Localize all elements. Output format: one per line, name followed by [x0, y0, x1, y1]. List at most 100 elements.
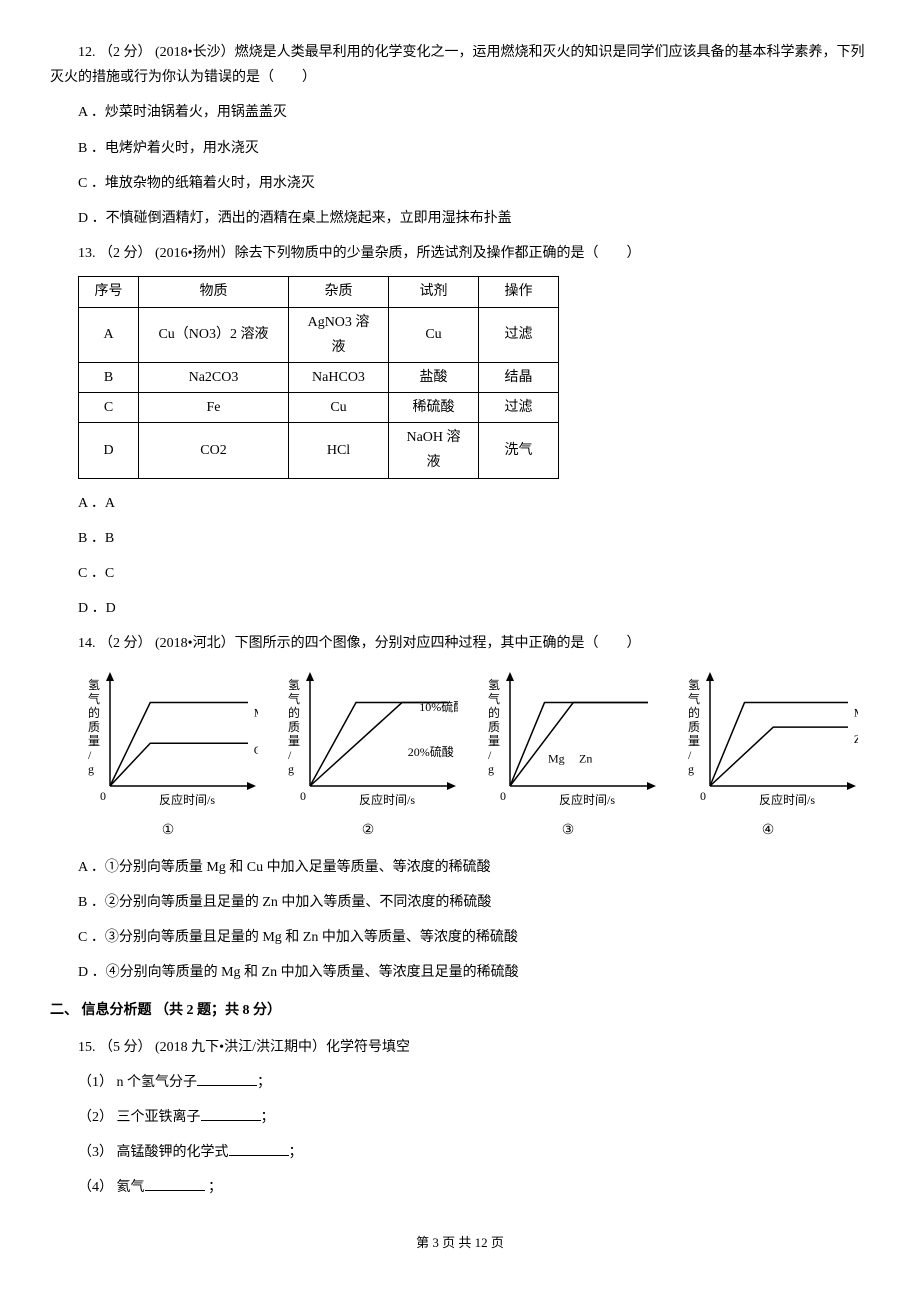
- svg-text:10%硫酸: 10%硫酸: [419, 699, 458, 714]
- q14-option-a: A ．①分别向等质量 Mg 和 Cu 中加入足量等质量、等浓度的稀硫酸: [50, 855, 870, 880]
- blank-2: [201, 1107, 261, 1121]
- svg-text:g: g: [688, 762, 694, 776]
- q14-option-d: D ．④分别向等质量的 Mg 和 Zn 中加入等质量、等浓度且足量的稀硫酸: [50, 960, 870, 985]
- question-12: 12. （2 分） (2018•长沙）燃烧是人类最早利用的化学变化之一，运用燃烧…: [50, 40, 870, 231]
- svg-text:0: 0: [300, 789, 306, 803]
- svg-text:反应时间/s: 反应时间/s: [759, 792, 815, 807]
- svg-text:质: 质: [488, 720, 500, 734]
- q15-item-3-text: （3） 高锰酸钾的化学式: [78, 1145, 229, 1160]
- svg-text:g: g: [88, 762, 94, 776]
- table-cell: 洗气: [479, 423, 559, 478]
- svg-text:Mg: Mg: [854, 705, 858, 719]
- table-row: ACu（NO3）2 溶液AgNO3 溶液Cu过滤: [79, 307, 559, 362]
- q12-option-a: A ．炒菜时油锅着火，用锅盖盖灭: [50, 100, 870, 125]
- table-cell: D: [79, 423, 139, 478]
- table-row: CFeCu稀硫酸过滤: [79, 393, 559, 423]
- table-cell: Cu: [289, 393, 389, 423]
- q13-option-a: A ．A: [50, 491, 870, 516]
- table-cell: AgNO3 溶液: [289, 307, 389, 362]
- svg-text:反应时间/s: 反应时间/s: [159, 792, 215, 807]
- question-13: 13. （2 分） (2016•扬州）除去下列物质中的少量杂质，所选试剂及操作都…: [50, 241, 870, 621]
- q13-option-b: B ．B: [50, 526, 870, 551]
- svg-text:量: 量: [488, 734, 500, 748]
- svg-text:气: 气: [488, 691, 500, 706]
- table-cell: C: [79, 393, 139, 423]
- table-cell: NaHCO3: [289, 362, 389, 392]
- question-13-text: 13. （2 分） (2016•扬州）除去下列物质中的少量杂质，所选试剂及操作都…: [50, 241, 870, 266]
- table-cell: Na2CO3: [139, 362, 289, 392]
- chart-1-label: ①: [162, 818, 175, 843]
- svg-text:氢: 氢: [88, 677, 100, 692]
- svg-text:0: 0: [100, 789, 106, 803]
- q15-end-2: ；: [261, 1110, 275, 1125]
- table-cell: 盐酸: [389, 362, 479, 392]
- blank-1: [197, 1072, 257, 1086]
- q14-chart-4: 氢气的质量/g反应时间/s0MgZn ④: [678, 669, 858, 843]
- svg-text:的: 的: [688, 705, 700, 720]
- q15-item-4-text: （4） 氦气: [78, 1180, 145, 1195]
- table-cell: Fe: [139, 393, 289, 423]
- q15-item-4: （4） 氦气 ；: [50, 1175, 870, 1200]
- question-15: 15. （5 分） (2018 九下•洪江/洪江期中）化学符号填空 （1） n …: [50, 1035, 870, 1201]
- chart-4-label: ④: [762, 818, 775, 843]
- table-cell: HCl: [289, 423, 389, 478]
- svg-text:氢: 氢: [688, 677, 700, 692]
- q13-option-d: D ．D: [50, 596, 870, 621]
- svg-text:g: g: [488, 762, 494, 776]
- q15-item-2: （2） 三个亚铁离子 ；: [50, 1105, 870, 1130]
- svg-text:的: 的: [88, 705, 100, 720]
- q15-end-1: ；: [257, 1075, 271, 1090]
- svg-text:质: 质: [88, 720, 100, 734]
- svg-text:g: g: [288, 762, 294, 776]
- q12-option-d: D ．不慎碰倒酒精灯，洒出的酒精在桌上燃烧起来，立即用湿抹布扑盖: [50, 206, 870, 231]
- table-cell: 过滤: [479, 307, 559, 362]
- svg-text:/: /: [88, 748, 92, 762]
- question-15-text: 15. （5 分） (2018 九下•洪江/洪江期中）化学符号填空: [50, 1035, 870, 1060]
- svg-text:0: 0: [700, 789, 706, 803]
- q13-th: 物质: [139, 277, 289, 307]
- q14-charts-row: 氢气的质量/g反应时间/s0MgCu ① 氢气的质量/g反应时间/s010%硫酸…: [78, 669, 870, 843]
- table-cell: 结晶: [479, 362, 559, 392]
- q14-option-b: B ．②分别向等质量且足量的 Zn 中加入等质量、不同浓度的稀硫酸: [50, 890, 870, 915]
- svg-text:质: 质: [288, 720, 300, 734]
- table-cell: 稀硫酸: [389, 393, 479, 423]
- svg-text:Zn: Zn: [579, 751, 592, 765]
- question-14-text: 14. （2 分） (2018•河北）下图所示的四个图像，分别对应四种过程，其中…: [50, 631, 870, 656]
- q15-item-2-text: （2） 三个亚铁离子: [78, 1110, 201, 1125]
- svg-text:氢: 氢: [488, 677, 500, 692]
- q13-th: 序号: [79, 277, 139, 307]
- table-cell: CO2: [139, 423, 289, 478]
- chart-4-svg: 氢气的质量/g反应时间/s0MgZn: [678, 669, 858, 814]
- table-cell: 过滤: [479, 393, 559, 423]
- q14-chart-2: 氢气的质量/g反应时间/s010%硫酸20%硫酸 ②: [278, 669, 458, 843]
- svg-text:Cu: Cu: [254, 742, 258, 756]
- svg-text:/: /: [288, 748, 292, 762]
- svg-text:20%硫酸: 20%硫酸: [408, 744, 454, 759]
- svg-text:气: 气: [688, 691, 700, 706]
- svg-text:/: /: [688, 748, 692, 762]
- svg-text:0: 0: [500, 789, 506, 803]
- table-row: BNa2CO3NaHCO3盐酸结晶: [79, 362, 559, 392]
- q14-chart-3: 氢气的质量/g反应时间/s0MgZn ③: [478, 669, 658, 843]
- chart-2-label: ②: [362, 818, 375, 843]
- svg-text:量: 量: [688, 734, 700, 748]
- svg-text:Mg: Mg: [548, 751, 565, 765]
- q13-table: 序号物质杂质试剂操作 ACu（NO3）2 溶液AgNO3 溶液Cu过滤BNa2C…: [78, 276, 559, 478]
- svg-text:气: 气: [88, 691, 100, 706]
- q13-th: 操作: [479, 277, 559, 307]
- table-cell: A: [79, 307, 139, 362]
- q14-chart-1: 氢气的质量/g反应时间/s0MgCu ①: [78, 669, 258, 843]
- blank-3: [229, 1142, 289, 1156]
- blank-4: [145, 1177, 205, 1191]
- svg-text:氢: 氢: [288, 677, 300, 692]
- section-2-header: 二、 信息分析题 （共 2 题；共 8 分）: [50, 998, 870, 1023]
- q15-item-1: （1） n 个氢气分子；: [50, 1070, 870, 1095]
- svg-text:量: 量: [288, 734, 300, 748]
- svg-text:量: 量: [88, 734, 100, 748]
- table-cell: Cu: [389, 307, 479, 362]
- question-14: 14. （2 分） (2018•河北）下图所示的四个图像，分别对应四种过程，其中…: [50, 631, 870, 985]
- q12-option-b: B ．电烤炉着火时，用水浇灭: [50, 136, 870, 161]
- svg-text:反应时间/s: 反应时间/s: [359, 792, 415, 807]
- table-cell: NaOH 溶液: [389, 423, 479, 478]
- svg-text:反应时间/s: 反应时间/s: [559, 792, 615, 807]
